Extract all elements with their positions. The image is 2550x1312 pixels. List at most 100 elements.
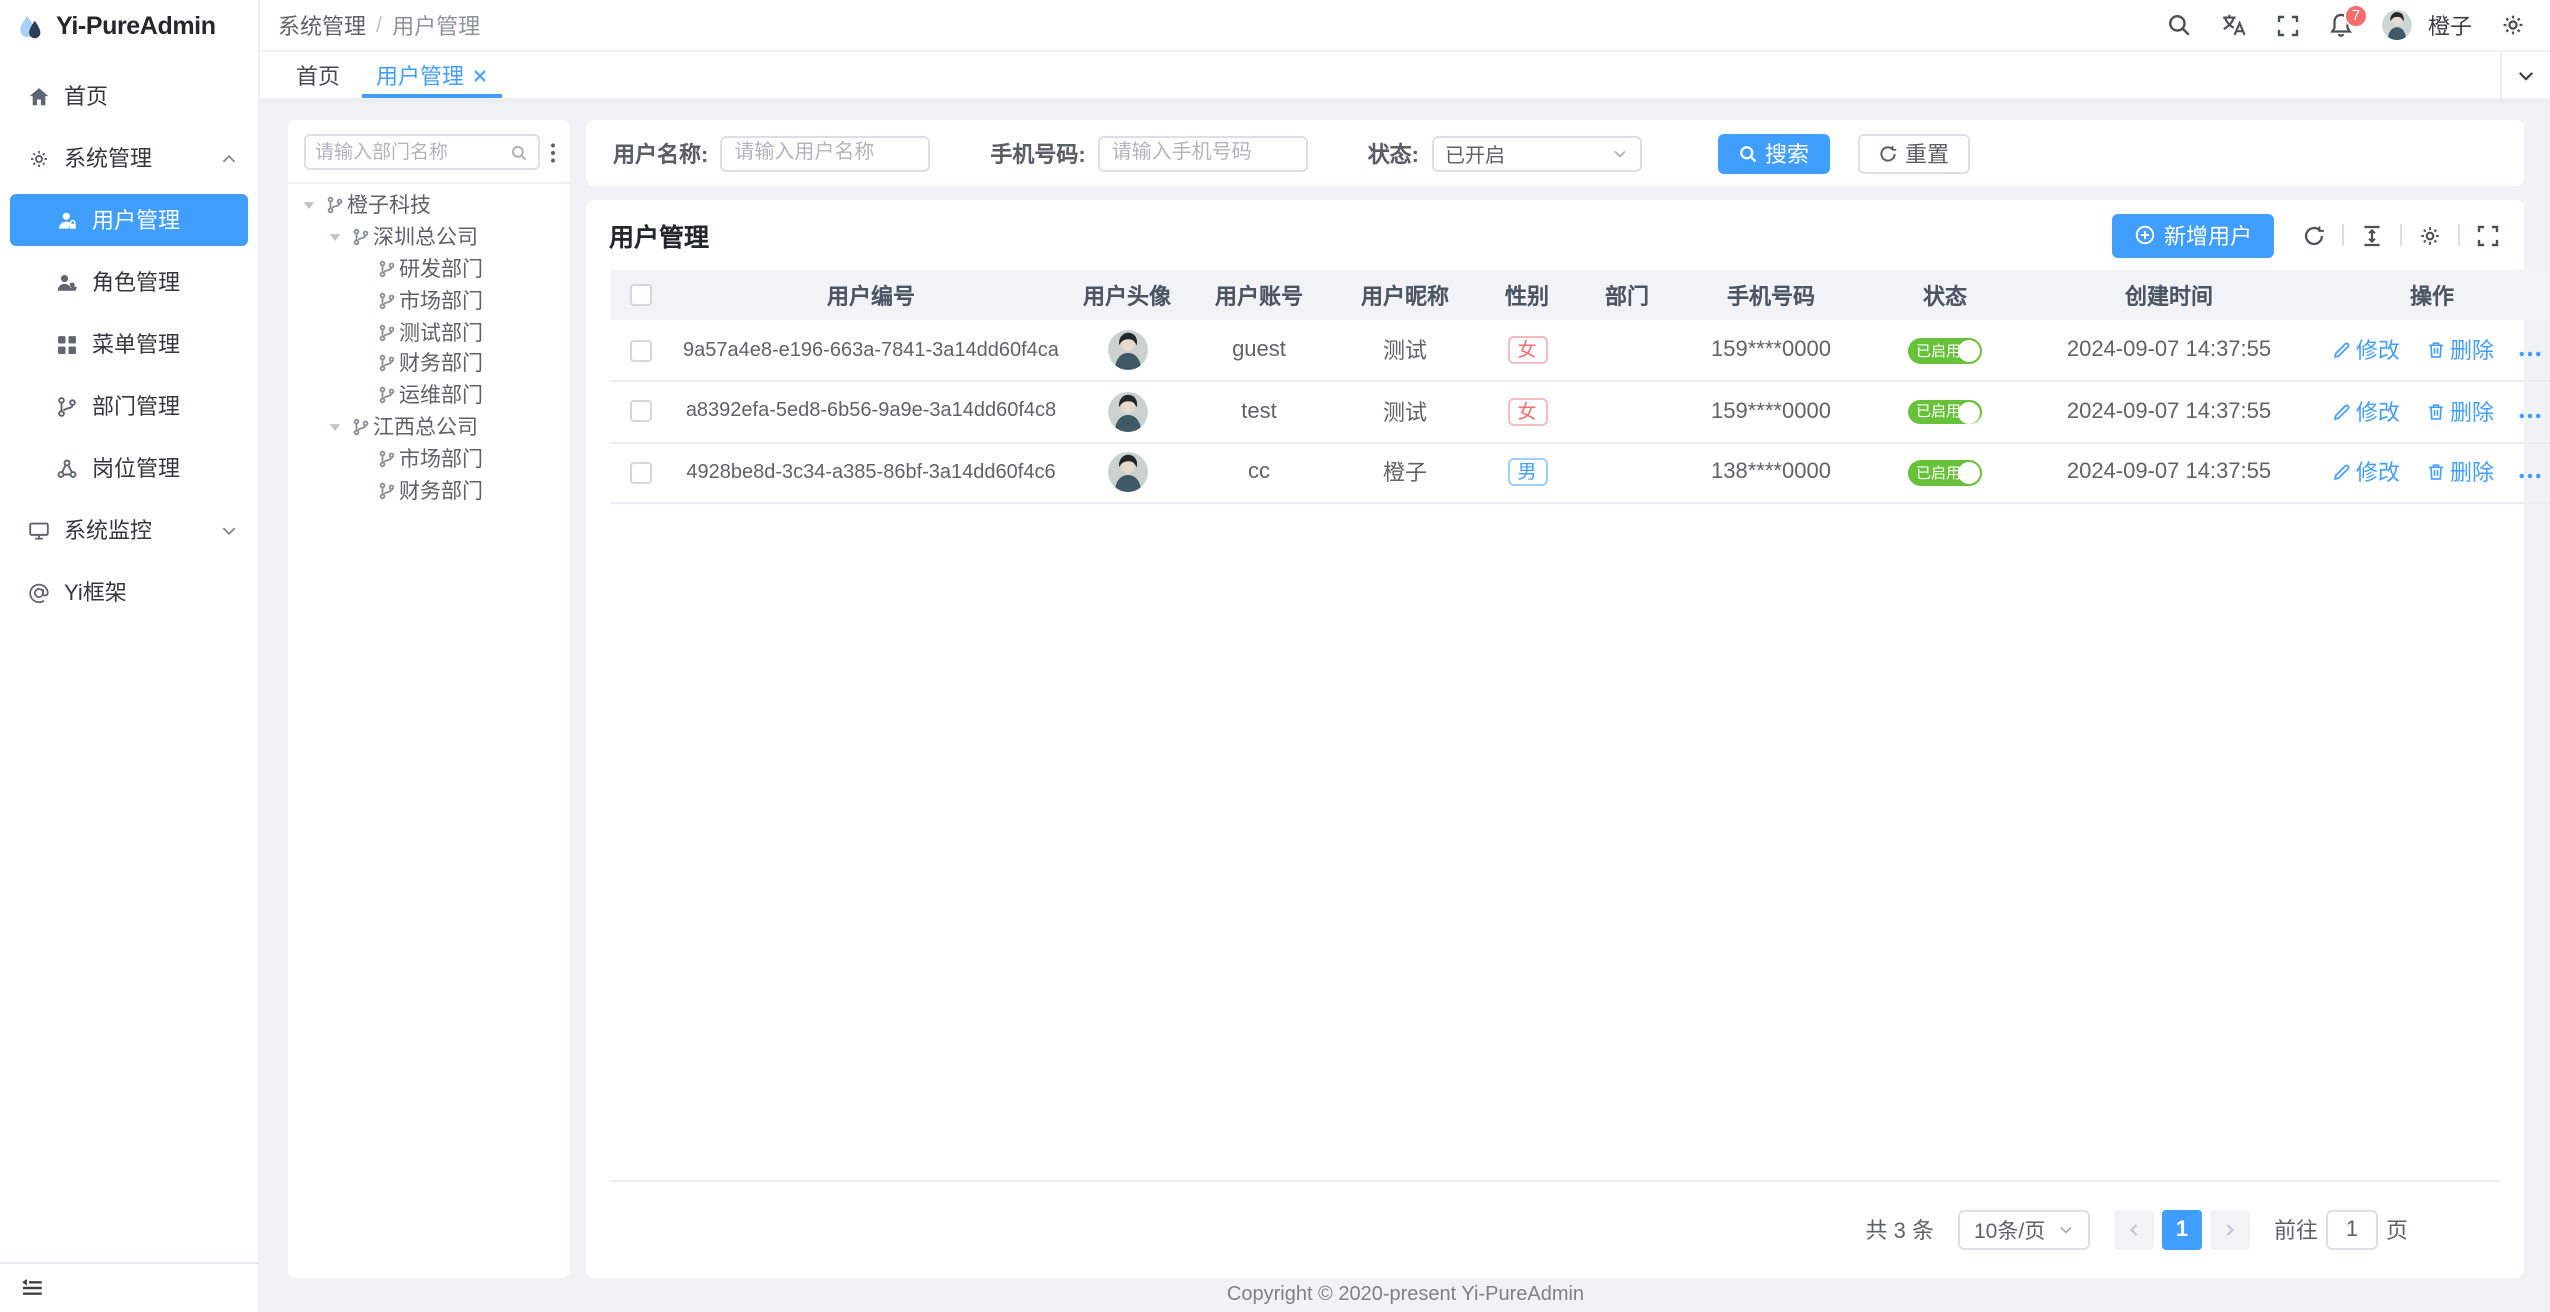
sidebar-item-label: 系统管理 — [64, 148, 152, 172]
tree-node[interactable]: 运维部门 — [287, 380, 569, 412]
refresh-table-icon[interactable] — [2302, 223, 2326, 247]
goto-label: 前往 — [2274, 1220, 2318, 1244]
page-size-select[interactable]: 10条/页 — [1958, 1210, 2090, 1250]
sidebar-item-menu-mgmt[interactable]: 菜单管理 — [0, 318, 258, 370]
branch-icon — [325, 197, 343, 215]
phone-filter-input[interactable] — [1097, 135, 1308, 171]
more-actions-icon[interactable] — [2518, 350, 2542, 358]
edit-link[interactable]: 修改 — [2332, 334, 2400, 366]
tab-home[interactable]: 首页 — [278, 52, 358, 98]
delete-link[interactable]: 删除 — [2426, 457, 2494, 489]
tree-node[interactable]: 财务部门 — [287, 348, 569, 380]
right-column: 用户名称: 手机号码: 状态: 已开启 — [585, 120, 2549, 1278]
sidebar-item-dept-mgmt[interactable]: 部门管理 — [0, 380, 258, 432]
edit-link[interactable]: 修改 — [2332, 457, 2400, 489]
branch-icon — [377, 386, 395, 404]
user-table-card: 用户管理 新增用户 — [585, 200, 2549, 1278]
tab-menu-chevron[interactable] — [2500, 52, 2550, 98]
tree-search-input[interactable] — [315, 141, 503, 163]
tree-node[interactable]: 深圳总公司 — [287, 222, 569, 254]
select-all-checkbox[interactable] — [629, 284, 651, 307]
content-row: 橙子科技 深圳总公司 研发部门 市场部门 — [287, 120, 2549, 1278]
sidebar: Yi-PureAdmin 首页 系统管理 — [0, 0, 260, 1312]
tree-node[interactable]: 市场部门 — [287, 285, 569, 317]
reset-button[interactable]: 重置 — [1857, 133, 1970, 173]
caret-down-icon[interactable] — [299, 199, 317, 213]
tree-node[interactable]: 测试部门 — [287, 316, 569, 348]
sidebar-item-yi-framework[interactable]: Yi框架 — [0, 566, 258, 618]
prev-page-button[interactable] — [2114, 1210, 2154, 1250]
breadcrumb-first[interactable]: 系统管理 — [278, 15, 366, 39]
tree-node[interactable]: 研发部门 — [287, 253, 569, 285]
sidebar-item-home[interactable]: 首页 — [0, 70, 258, 122]
caret-down-icon[interactable] — [325, 230, 343, 244]
goto-page-input[interactable] — [2326, 1210, 2378, 1250]
cell-account: cc — [1183, 442, 1335, 504]
tree-node[interactable]: 市场部门 — [287, 443, 569, 475]
cell-account: test — [1183, 381, 1335, 443]
sidebar-item-user-mgmt[interactable]: 用户管理 — [10, 194, 248, 246]
search-button[interactable]: 搜索 — [1717, 133, 1830, 173]
more-actions-icon[interactable] — [2518, 412, 2542, 420]
name-filter-input[interactable] — [720, 135, 931, 171]
collapse-sidebar-icon[interactable] — [20, 1276, 44, 1300]
logo[interactable]: Yi-PureAdmin — [0, 0, 258, 52]
sidebar-item-system-monitor[interactable]: 系统监控 — [0, 504, 258, 556]
translate-icon[interactable] — [2220, 12, 2248, 38]
tree-search-box — [303, 134, 539, 170]
delete-link[interactable]: 删除 — [2426, 396, 2494, 428]
username-label[interactable]: 橙子 — [2428, 15, 2472, 39]
tree-node[interactable]: 橙子科技 — [287, 190, 569, 222]
pencil-icon — [2333, 465, 2350, 481]
tab-close-icon[interactable] — [472, 67, 488, 83]
notifications-bell[interactable]: 7 — [2328, 4, 2368, 38]
row-density-icon[interactable] — [2360, 223, 2384, 247]
add-user-button[interactable]: 新增用户 — [2112, 213, 2274, 257]
edit-link[interactable]: 修改 — [2332, 396, 2400, 428]
col-header: 用户头像 — [1071, 270, 1183, 320]
copyright-text: Copyright © 2020-present Yi-PureAdmin — [1226, 1284, 1585, 1306]
pagination: 共 3 条 10条/页 1 前往 页 — [609, 1180, 2500, 1278]
caret-down-icon[interactable] — [325, 420, 343, 434]
breadcrumb-separator: / — [376, 13, 383, 37]
tab-user-mgmt[interactable]: 用户管理 — [358, 52, 506, 98]
cell-created: 2024-09-07 14:37:55 — [2023, 320, 2315, 382]
fullscreen-icon[interactable] — [2276, 13, 2300, 37]
page-number-1[interactable]: 1 — [2162, 1210, 2202, 1250]
search-icon[interactable] — [2166, 12, 2192, 38]
more-actions-icon[interactable] — [2518, 473, 2542, 481]
sidebar-item-label: 首页 — [64, 86, 108, 110]
tree-node[interactable]: 财务部门 — [287, 474, 569, 506]
status-toggle[interactable]: 已启用 — [1908, 460, 1982, 486]
sidebar-item-role-mgmt[interactable]: 角色管理 — [0, 256, 258, 308]
droplet-logo-icon — [16, 11, 46, 41]
column-settings-gear-icon[interactable] — [2418, 223, 2442, 247]
delete-link[interactable]: 删除 — [2426, 334, 2494, 366]
status-toggle[interactable]: 已启用 — [1908, 399, 1982, 425]
row-checkbox[interactable] — [629, 461, 651, 484]
tree-more-icon[interactable] — [545, 141, 559, 163]
col-header: 性别 — [1475, 270, 1579, 320]
page-unit-label: 页 — [2386, 1220, 2408, 1244]
tree-node-label: 深圳总公司 — [373, 226, 478, 251]
notification-badge: 7 — [2344, 4, 2368, 28]
department-tree-panel: 橙子科技 深圳总公司 研发部门 市场部门 — [287, 120, 569, 1278]
branch-icon — [377, 292, 395, 310]
row-checkbox[interactable] — [629, 339, 651, 362]
app-title: Yi-PureAdmin — [56, 12, 216, 40]
tree-node[interactable]: 江西总公司 — [287, 411, 569, 443]
row-checkbox[interactable] — [629, 400, 651, 423]
sidebar-item-system-mgmt[interactable]: 系统管理 — [0, 132, 258, 184]
status-toggle[interactable]: 已启用 — [1908, 338, 1982, 363]
settings-gear-icon[interactable] — [2500, 12, 2526, 38]
status-select[interactable]: 已开启 — [1431, 135, 1642, 171]
user-avatar[interactable] — [2382, 10, 2412, 40]
table-fullscreen-icon[interactable] — [2476, 223, 2500, 247]
next-page-button[interactable] — [2210, 1210, 2250, 1250]
sidebar-item-label: 角色管理 — [92, 272, 180, 296]
branch-icon — [377, 323, 395, 341]
cell-created: 2024-09-07 14:37:55 — [2023, 442, 2315, 504]
sidebar-item-post-mgmt[interactable]: 岗位管理 — [0, 442, 258, 494]
sidebar-item-label: 用户管理 — [92, 210, 180, 234]
